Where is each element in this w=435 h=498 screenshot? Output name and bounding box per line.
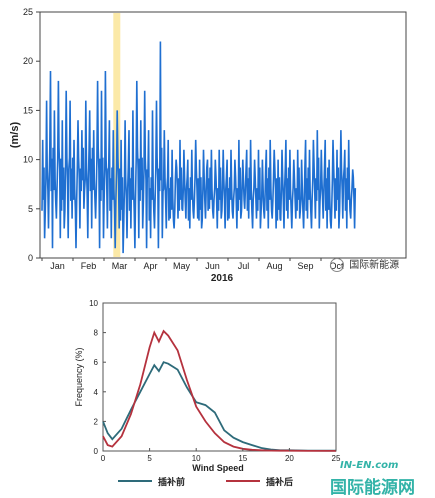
y-tick-label: 15 [23, 105, 33, 115]
legend-label-after: 插补后 [266, 476, 293, 487]
timeseries-y-label: (m/s) [9, 122, 21, 149]
frequency-frame [102, 302, 337, 452]
fq-y-tick-label: 0 [94, 447, 99, 456]
x-tick-label: Mar [112, 261, 128, 271]
y-tick-label: 20 [23, 56, 33, 66]
watermark-top-right: 国际新能源 [330, 256, 399, 272]
watermark-bottom-brand: 国际能源网 [330, 478, 415, 498]
x-tick-label: Jan [50, 261, 65, 271]
timeseries-frame [39, 11, 407, 259]
fq-x-tick-label: 5 [147, 454, 152, 463]
series-after-line [102, 329, 336, 452]
timeseries-x-label: 2016 [211, 273, 234, 284]
y-tick-label: 5 [28, 204, 33, 214]
fq-x-tick-label: 0 [101, 454, 106, 463]
fq-y-tick-label: 8 [94, 329, 99, 338]
wind-speed-series-line [41, 41, 357, 254]
x-tick-label: Jun [205, 261, 220, 271]
x-tick-label: May [173, 261, 191, 271]
watermark-top-text: 国际新能源 [349, 260, 400, 271]
x-tick-label: Apr [143, 261, 157, 271]
fq-y-tick-label: 4 [94, 388, 99, 397]
timeseries-series [41, 41, 357, 254]
watermark-bottom-site: IN-EN.com [340, 460, 399, 471]
y-tick-label: 10 [23, 155, 33, 165]
x-tick-label: Feb [81, 261, 97, 271]
frequency-x-label: Wind Speed [192, 463, 243, 473]
legend-label-before: 插补前 [158, 476, 185, 487]
frequency-series [102, 329, 336, 452]
frequency-x-ticks: 0 5 10 15 20 25 [101, 448, 341, 463]
fq-y-tick-label: 10 [89, 299, 98, 308]
timeseries-y-ticks: 0 5 10 15 20 25 [23, 7, 40, 263]
frequency-plot-area: 0 2 4 6 8 10 0 5 10 15 20 25 Frequency (%) Wind Sp… [74, 299, 341, 473]
fq-y-tick-label: 6 [94, 358, 99, 367]
x-tick-label: Aug [266, 261, 282, 271]
frequency-y-ticks: 0 2 4 6 8 10 [89, 299, 106, 456]
y-tick-label: 25 [23, 7, 33, 17]
timeseries-x-ticks: Jan Feb Mar Apr May Jun Jul Aug Sep Oct [41, 258, 344, 271]
fq-x-tick-label: 25 [332, 454, 341, 463]
frequency-y-label: Frequency (%) [74, 347, 84, 406]
fq-x-tick-label: 15 [238, 454, 247, 463]
x-tick-label: Sep [297, 261, 313, 271]
fq-x-tick-label: 20 [285, 454, 294, 463]
fq-x-tick-label: 10 [192, 454, 201, 463]
fq-y-tick-label: 2 [94, 417, 99, 426]
frequency-legend: 插补前 插补后 [118, 476, 293, 487]
x-tick-label: Jul [238, 261, 250, 271]
watermark-icon [330, 258, 344, 272]
y-tick-label: 0 [28, 253, 33, 263]
